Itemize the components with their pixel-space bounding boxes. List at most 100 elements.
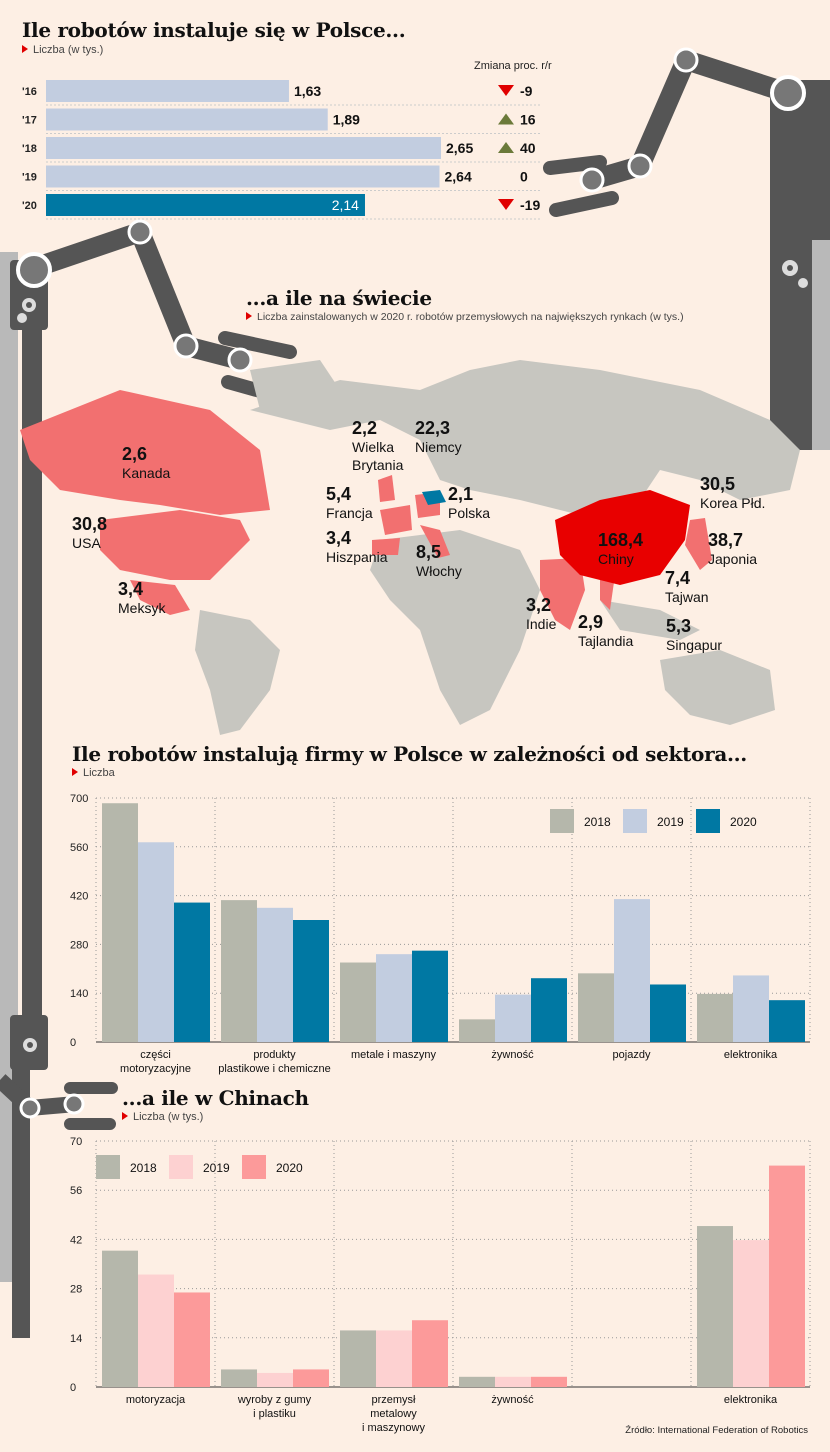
japan-shape [685, 518, 712, 570]
country-name: Francja [326, 505, 373, 521]
country-value: 3,4 [118, 579, 143, 599]
bar-2019 [495, 1376, 531, 1387]
bar-2019 [257, 1372, 293, 1387]
country-name: Kanada [122, 465, 170, 481]
bar-2018 [340, 962, 376, 1042]
poland-subtitle: Liczba (w tys.) [22, 44, 103, 56]
year-label: '18 [22, 143, 37, 155]
canada-shape [20, 390, 270, 515]
bar-2020 [174, 902, 210, 1042]
bar-2019 [733, 1240, 769, 1387]
poland-shape [422, 490, 446, 505]
bar-2018 [697, 993, 733, 1042]
bar-2019 [614, 899, 650, 1042]
down-arrow-icon [498, 85, 514, 96]
greenland-shape [250, 360, 340, 420]
year-value: 2,64 [445, 169, 472, 185]
year-value: 2,65 [446, 140, 473, 156]
country-name: Korea Płd. [700, 495, 765, 511]
category-label: plastikowe i chemiczne [218, 1063, 331, 1075]
world-title: ...a ile na świecie [246, 286, 432, 310]
year-bar [46, 165, 440, 188]
bar-2020 [650, 984, 686, 1042]
country-name: Hiszpania [326, 549, 388, 565]
country-name: Polska [448, 505, 490, 521]
country-value: 5,4 [326, 484, 351, 504]
category-label: i maszynowy [362, 1422, 425, 1434]
bar-2020 [412, 1320, 448, 1387]
y-tick-label: 70 [70, 1136, 82, 1148]
category-label: części [140, 1049, 171, 1061]
legend-label: 2019 [657, 815, 684, 829]
poland-bar-chart: '16 1,63 -9 '17 1,89 16 '18 2,65 40 '19 2,64 0 '20 2,… [22, 80, 540, 220]
country-name: Meksyk [118, 600, 166, 616]
year-bar [46, 137, 441, 159]
legend-label: 2019 [203, 1161, 230, 1175]
eurasia-shape [250, 360, 800, 520]
sector-subtitle: Liczba [72, 767, 115, 779]
bar-2018 [578, 973, 614, 1042]
year-label: '16 [22, 86, 37, 98]
change-value: 40 [520, 140, 536, 156]
italy-shape [420, 525, 450, 558]
country-value: 8,5 [416, 542, 441, 562]
country-value: 30,5 [700, 474, 735, 494]
source-note: Źródło: International Federation of Robo… [625, 1425, 808, 1436]
country-value: 2,1 [448, 484, 473, 504]
country-value: 7,4 [665, 568, 690, 588]
bar-2018 [340, 1330, 376, 1387]
bar-2020 [531, 978, 567, 1042]
category-label: przemysł [371, 1394, 416, 1406]
legend-label: 2018 [130, 1161, 157, 1175]
category-label: żywność [491, 1394, 534, 1406]
bar-2018 [697, 1226, 733, 1387]
category-label: elektronika [724, 1394, 778, 1406]
spain-shape [372, 538, 400, 555]
world-map: 2,6Kanada30,8USA3,4Meksyk2,2WielkaBrytan… [20, 360, 800, 735]
country-name: Tajwan [665, 589, 709, 605]
y-tick-label: 14 [70, 1333, 82, 1345]
country-name: Wielka [352, 439, 394, 455]
australia-shape [660, 650, 775, 725]
china-bar-chart: 0 14 28 42 56 70 motoryzacja wyroby z gumy i pla… [70, 1136, 811, 1434]
change-value: 0 [520, 169, 528, 185]
bar-2018 [221, 900, 257, 1042]
y-tick-label: 140 [70, 988, 88, 1000]
y-tick-label: 560 [70, 842, 88, 854]
legend-swatch [623, 809, 647, 833]
bar-2018 [459, 1376, 495, 1387]
mexico-shape [130, 580, 190, 615]
country-value: 38,7 [708, 530, 743, 550]
category-label: elektronika [724, 1049, 778, 1061]
country-name: Włochy [416, 563, 462, 579]
y-tick-label: 420 [70, 891, 88, 903]
legend-swatch [242, 1155, 266, 1179]
y-tick-label: 42 [70, 1234, 82, 1246]
bar-2019 [138, 842, 174, 1042]
france-shape [380, 505, 412, 535]
y-tick-label: 28 [70, 1284, 82, 1296]
country-value: 2,6 [122, 444, 147, 464]
category-label: produkty [253, 1049, 296, 1061]
bar-2020 [293, 1369, 329, 1387]
category-label: motoryzacyjne [120, 1063, 191, 1075]
country-value: 168,4 [598, 530, 643, 550]
year-value: 1,63 [294, 83, 321, 99]
bar-2020 [769, 1000, 805, 1042]
year-value: 1,89 [333, 112, 360, 128]
y-tick-label: 0 [70, 1037, 76, 1049]
category-label: i plastiku [253, 1408, 296, 1420]
change-header: Zmiana proc. r/r [474, 60, 552, 72]
legend-swatch [169, 1155, 193, 1179]
category-label: pojazdy [613, 1049, 651, 1061]
up-arrow-icon [498, 113, 514, 125]
legend-label: 2018 [584, 815, 611, 829]
category-label: motoryzacja [126, 1394, 186, 1406]
country-name: Chiny [598, 551, 634, 567]
year-label: '19 [22, 172, 37, 184]
country-name: Brytania [352, 457, 404, 473]
year-bar [46, 194, 365, 216]
country-name: Indie [526, 616, 557, 632]
bar-2018 [221, 1369, 257, 1387]
poland-title: Ile robotów instaluje się w Polsce... [22, 18, 406, 42]
